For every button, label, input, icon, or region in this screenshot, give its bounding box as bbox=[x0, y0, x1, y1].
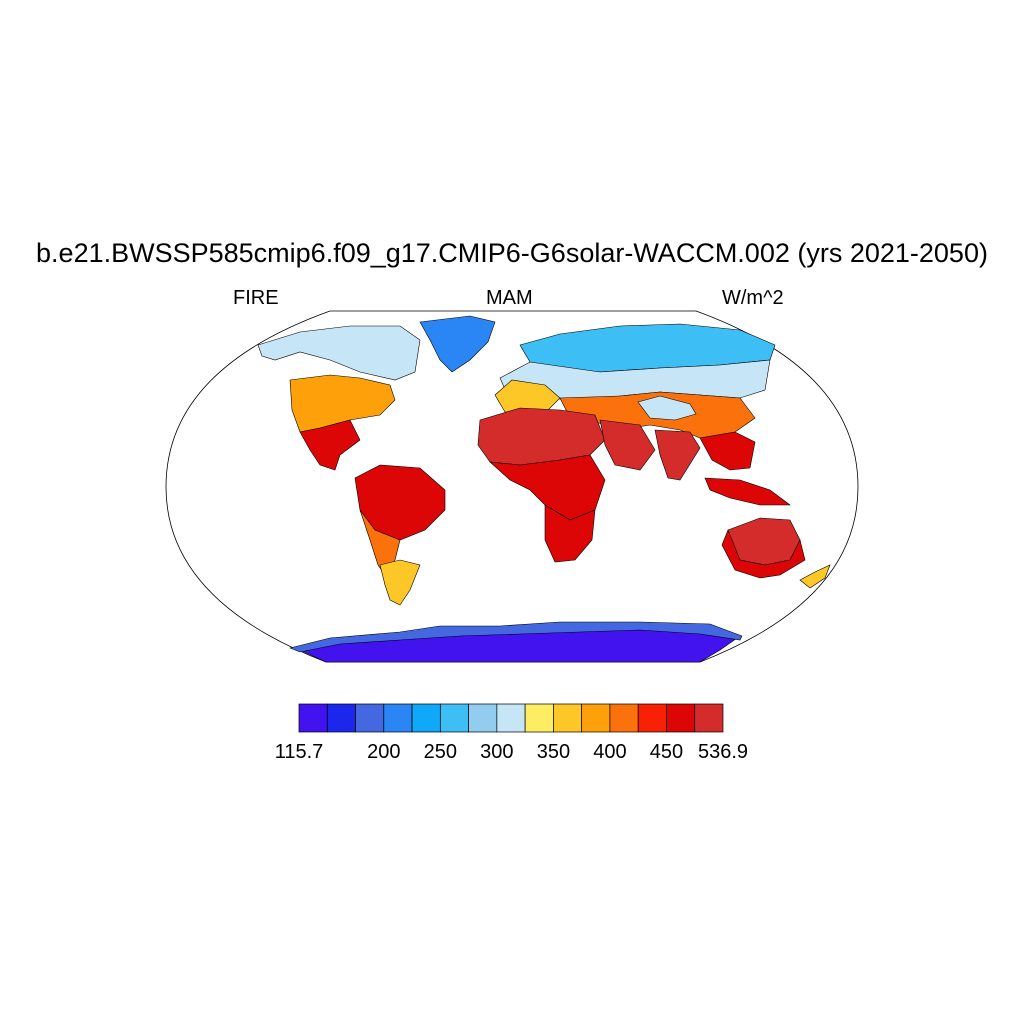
colorbar-label: 536.9 bbox=[698, 741, 748, 763]
land-usa bbox=[289, 374, 396, 433]
land-patagonia bbox=[379, 559, 421, 606]
colorbar-box bbox=[411, 703, 441, 733]
land-australia-coast bbox=[721, 529, 806, 579]
colorbar-label: 115.7 bbox=[275, 741, 324, 763]
colorbar-box bbox=[581, 703, 611, 733]
land-arctic-canada bbox=[257, 325, 421, 381]
colorbar-box bbox=[524, 703, 554, 733]
land-tibetan-plateau bbox=[637, 395, 697, 421]
colorbar-box bbox=[326, 703, 356, 733]
colorbar-box bbox=[468, 703, 498, 733]
colorbar-box bbox=[298, 703, 328, 733]
variable-label: FIRE bbox=[233, 287, 279, 309]
colorbar-label: 350 bbox=[537, 741, 570, 763]
colorbar-box bbox=[553, 703, 583, 733]
colorbar-box bbox=[666, 703, 696, 733]
land-southern-africa bbox=[544, 504, 596, 563]
colorbar-label: 450 bbox=[650, 741, 683, 763]
colorbar-label: 300 bbox=[480, 741, 513, 763]
colorbar-box bbox=[694, 703, 724, 733]
colorbar-box bbox=[637, 703, 667, 733]
colorbar-box bbox=[439, 703, 469, 733]
colorbar-label: 250 bbox=[424, 741, 457, 763]
colorbar-box bbox=[355, 703, 385, 733]
land-new-zealand bbox=[799, 564, 831, 589]
colorbar-box bbox=[609, 703, 639, 733]
land-southeast-asia bbox=[699, 431, 756, 471]
colorbar-label: 200 bbox=[367, 741, 400, 763]
land-greenland bbox=[419, 315, 496, 373]
land-arabia bbox=[599, 419, 656, 471]
units-label: W/m^2 bbox=[722, 287, 784, 309]
colorbar-label: 400 bbox=[593, 741, 626, 763]
colorbar-box bbox=[496, 703, 526, 733]
colorbar-box bbox=[383, 703, 413, 733]
land-mexico bbox=[299, 419, 361, 471]
land-antarctic-coast bbox=[289, 621, 743, 653]
land-india bbox=[654, 429, 701, 481]
plot-title: b.e21.BWSSP585cmip6.f09_g17.CMIP6-G6sola… bbox=[36, 238, 988, 268]
season-label: MAM bbox=[486, 287, 533, 309]
land-indonesia bbox=[704, 477, 791, 506]
